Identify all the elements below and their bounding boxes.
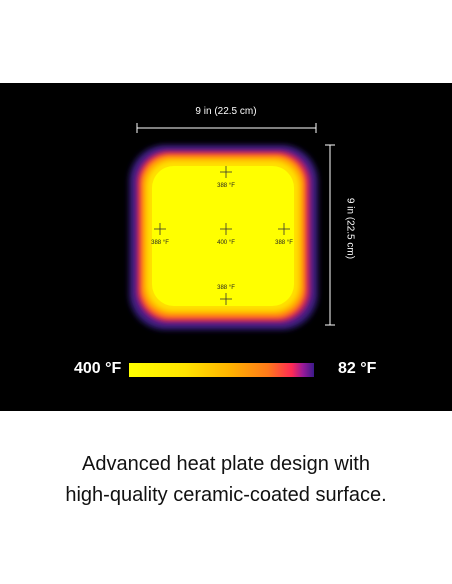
- scale-max-label: 400 °F: [74, 360, 122, 377]
- measurement-marker-bottom: 388 °F: [217, 285, 235, 305]
- caption-line-1: Advanced heat plate design with: [82, 453, 370, 475]
- point-label-right: 388 °F: [275, 240, 293, 246]
- thermal-panel: 388 °F 388 °F 400 °F 388 °F 388 °F 9 in …: [0, 83, 452, 411]
- caption-line-2: high-quality ceramic-coated surface.: [65, 484, 387, 506]
- height-label: 9 in (22.5 cm): [344, 197, 356, 260]
- thermal-map: 388 °F 388 °F 400 °F 388 °F 388 °F: [129, 123, 335, 330]
- caption: Advanced heat plate design with high-qua…: [0, 449, 452, 511]
- scale-min-label: 82 °F: [338, 360, 377, 377]
- point-label-top: 388 °F: [217, 183, 235, 189]
- point-label-center: 400 °F: [217, 240, 235, 246]
- point-label-bottom: 388 °F: [217, 285, 235, 291]
- width-label: 9 in (22.5 cm): [195, 106, 257, 117]
- measurement-marker-center: 400 °F: [217, 223, 235, 246]
- measurement-marker-top: 388 °F: [217, 166, 235, 189]
- measurement-marker-left: 388 °F: [151, 223, 169, 246]
- temperature-scale-bar: [129, 363, 314, 377]
- height-dimension-line: [325, 144, 335, 326]
- heat-plate: [129, 145, 318, 330]
- point-label-left: 388 °F: [151, 240, 169, 246]
- measurement-marker-right: 388 °F: [275, 223, 293, 246]
- width-dimension-line: [136, 123, 317, 133]
